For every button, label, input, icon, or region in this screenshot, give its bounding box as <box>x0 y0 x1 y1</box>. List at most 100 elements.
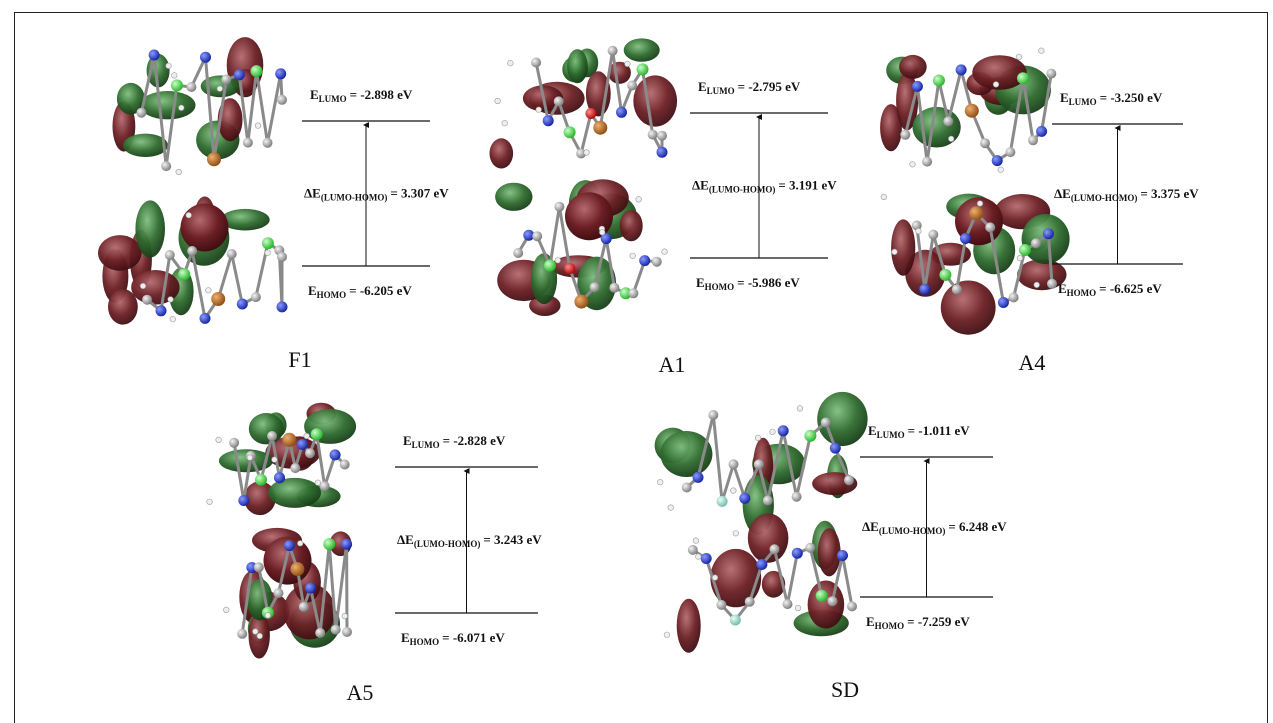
carbon-atom <box>769 544 780 555</box>
bond <box>915 86 929 162</box>
chlorine-atom <box>1018 244 1031 256</box>
chlorine-atom <box>323 538 336 551</box>
bond <box>598 50 615 128</box>
bond <box>242 455 253 501</box>
gap-energy-label-value: = 3.375 eV <box>1140 186 1199 201</box>
bond <box>641 69 655 135</box>
bond <box>732 463 747 499</box>
hydrogen-atom <box>165 62 172 69</box>
homo-energy-label-value: = -6.071 eV <box>442 630 505 645</box>
bromine-atom <box>574 294 589 309</box>
carbon-atom <box>513 248 524 258</box>
carbon-atom <box>576 148 587 159</box>
lumo-energy-label-symbol: E <box>868 423 877 438</box>
bond <box>259 435 274 481</box>
nitrogen-atom <box>236 298 248 310</box>
homo-energy-label-subscript: HOMO <box>1067 288 1097 298</box>
homo-energy-label-subscript: HOMO <box>705 282 735 292</box>
chlorine-atom <box>544 259 556 272</box>
hydrogen-atom <box>215 436 222 444</box>
nitrogen-atom <box>791 547 803 559</box>
carbon-atom <box>229 437 240 448</box>
hydrogen-atom <box>992 81 1000 88</box>
gap-energy-label: ΔE(LUMO-HOMO) = 6.248 eV <box>862 519 1007 536</box>
carbon-atom <box>1046 68 1057 79</box>
carbon-atom <box>532 231 543 242</box>
bond <box>959 69 974 112</box>
hydrogen-atom <box>695 553 702 560</box>
gap-energy-label-subscript: (LUMO-HOMO) <box>414 539 481 549</box>
carbon-atom <box>708 410 719 420</box>
lumo-energy-label-subscript: LUMO <box>412 440 440 450</box>
bond <box>164 85 179 167</box>
carbon-atom <box>607 45 618 56</box>
orbital-lobe <box>244 481 276 516</box>
orbital-lobe <box>217 98 243 142</box>
bond <box>696 414 715 478</box>
homo-energy-label-subscript: HOMO <box>875 621 905 631</box>
bond <box>190 250 207 319</box>
bromine-atom <box>964 103 979 118</box>
carbon-atom <box>1005 147 1016 158</box>
gap-energy-label-value: = 3.307 eV <box>390 186 449 201</box>
homo-energy-label-subscript: HOMO <box>317 290 347 300</box>
chlorine-atom <box>619 287 632 300</box>
bromine-atom <box>211 292 226 306</box>
nitrogen-atom <box>542 115 554 127</box>
hydrogen-atom <box>507 60 514 67</box>
orbital-lobe <box>268 477 321 508</box>
nitrogen-atom <box>329 449 341 461</box>
hydrogen-atom <box>1016 255 1024 262</box>
gap-energy-label: ΔE(LUMO-HOMO) = 3.243 eV <box>397 532 542 549</box>
carbon-atom <box>554 201 565 212</box>
homo-energy-label-symbol: E <box>308 283 317 298</box>
bond <box>748 564 764 603</box>
carbon-atom <box>805 542 816 553</box>
hydrogen-atom <box>732 530 739 537</box>
bond <box>232 442 246 501</box>
bond <box>557 206 572 269</box>
bond <box>937 80 950 122</box>
compound-name: F1 <box>288 347 311 372</box>
gap-energy-label-symbol: ΔE <box>397 532 414 547</box>
bond <box>246 70 258 143</box>
carbon-atom <box>142 294 153 305</box>
orbital-lobe <box>123 133 168 157</box>
bond <box>255 70 269 144</box>
hydrogen-atom <box>246 454 253 461</box>
lumo-energy-label-subscript: LUMO <box>319 94 347 104</box>
chlorine-atom <box>178 268 191 281</box>
orbital-lobe <box>710 548 762 608</box>
chlorine-atom <box>636 63 649 76</box>
orbital-lobe <box>218 449 274 473</box>
hydrogen-atom <box>178 104 185 111</box>
hydrogen-atom <box>663 631 671 638</box>
nitrogen-atom <box>960 233 971 244</box>
hydrogen-atom <box>915 228 922 235</box>
bond <box>237 74 250 143</box>
gap-energy-label-symbol: ΔE <box>1054 186 1071 201</box>
homo-energy-label: EHOMO = -7.259 eV <box>866 614 970 631</box>
carbon-atom <box>242 137 253 148</box>
hydrogen-atom <box>252 628 259 635</box>
gap-energy-label: ΔE(LUMO-HOMO) = 3.375 eV <box>1054 186 1199 203</box>
lumo-energy-label-symbol: E <box>403 433 412 448</box>
carbon-atom <box>262 137 273 148</box>
orbital-lobe <box>180 203 229 252</box>
carbon-atom <box>164 250 175 260</box>
bond <box>915 225 927 290</box>
lumo-energy-label: ELUMO = -2.828 eV <box>403 433 506 450</box>
bond <box>743 463 761 499</box>
orbital-lobe <box>619 210 643 242</box>
carbon-atom <box>744 596 755 607</box>
hydrogen-atom <box>1033 281 1040 289</box>
orbital-lobe <box>891 219 916 276</box>
chlorine-atom <box>939 268 952 281</box>
lumo-energy-label-value: = -1.011 eV <box>908 423 971 438</box>
carbon-atom <box>319 481 330 492</box>
carbon-atom <box>980 138 990 149</box>
hydrogen-atom <box>796 405 804 412</box>
nitrogen-atom <box>656 146 668 158</box>
chlorine-atom <box>932 74 945 87</box>
bromine-atom <box>282 432 297 447</box>
